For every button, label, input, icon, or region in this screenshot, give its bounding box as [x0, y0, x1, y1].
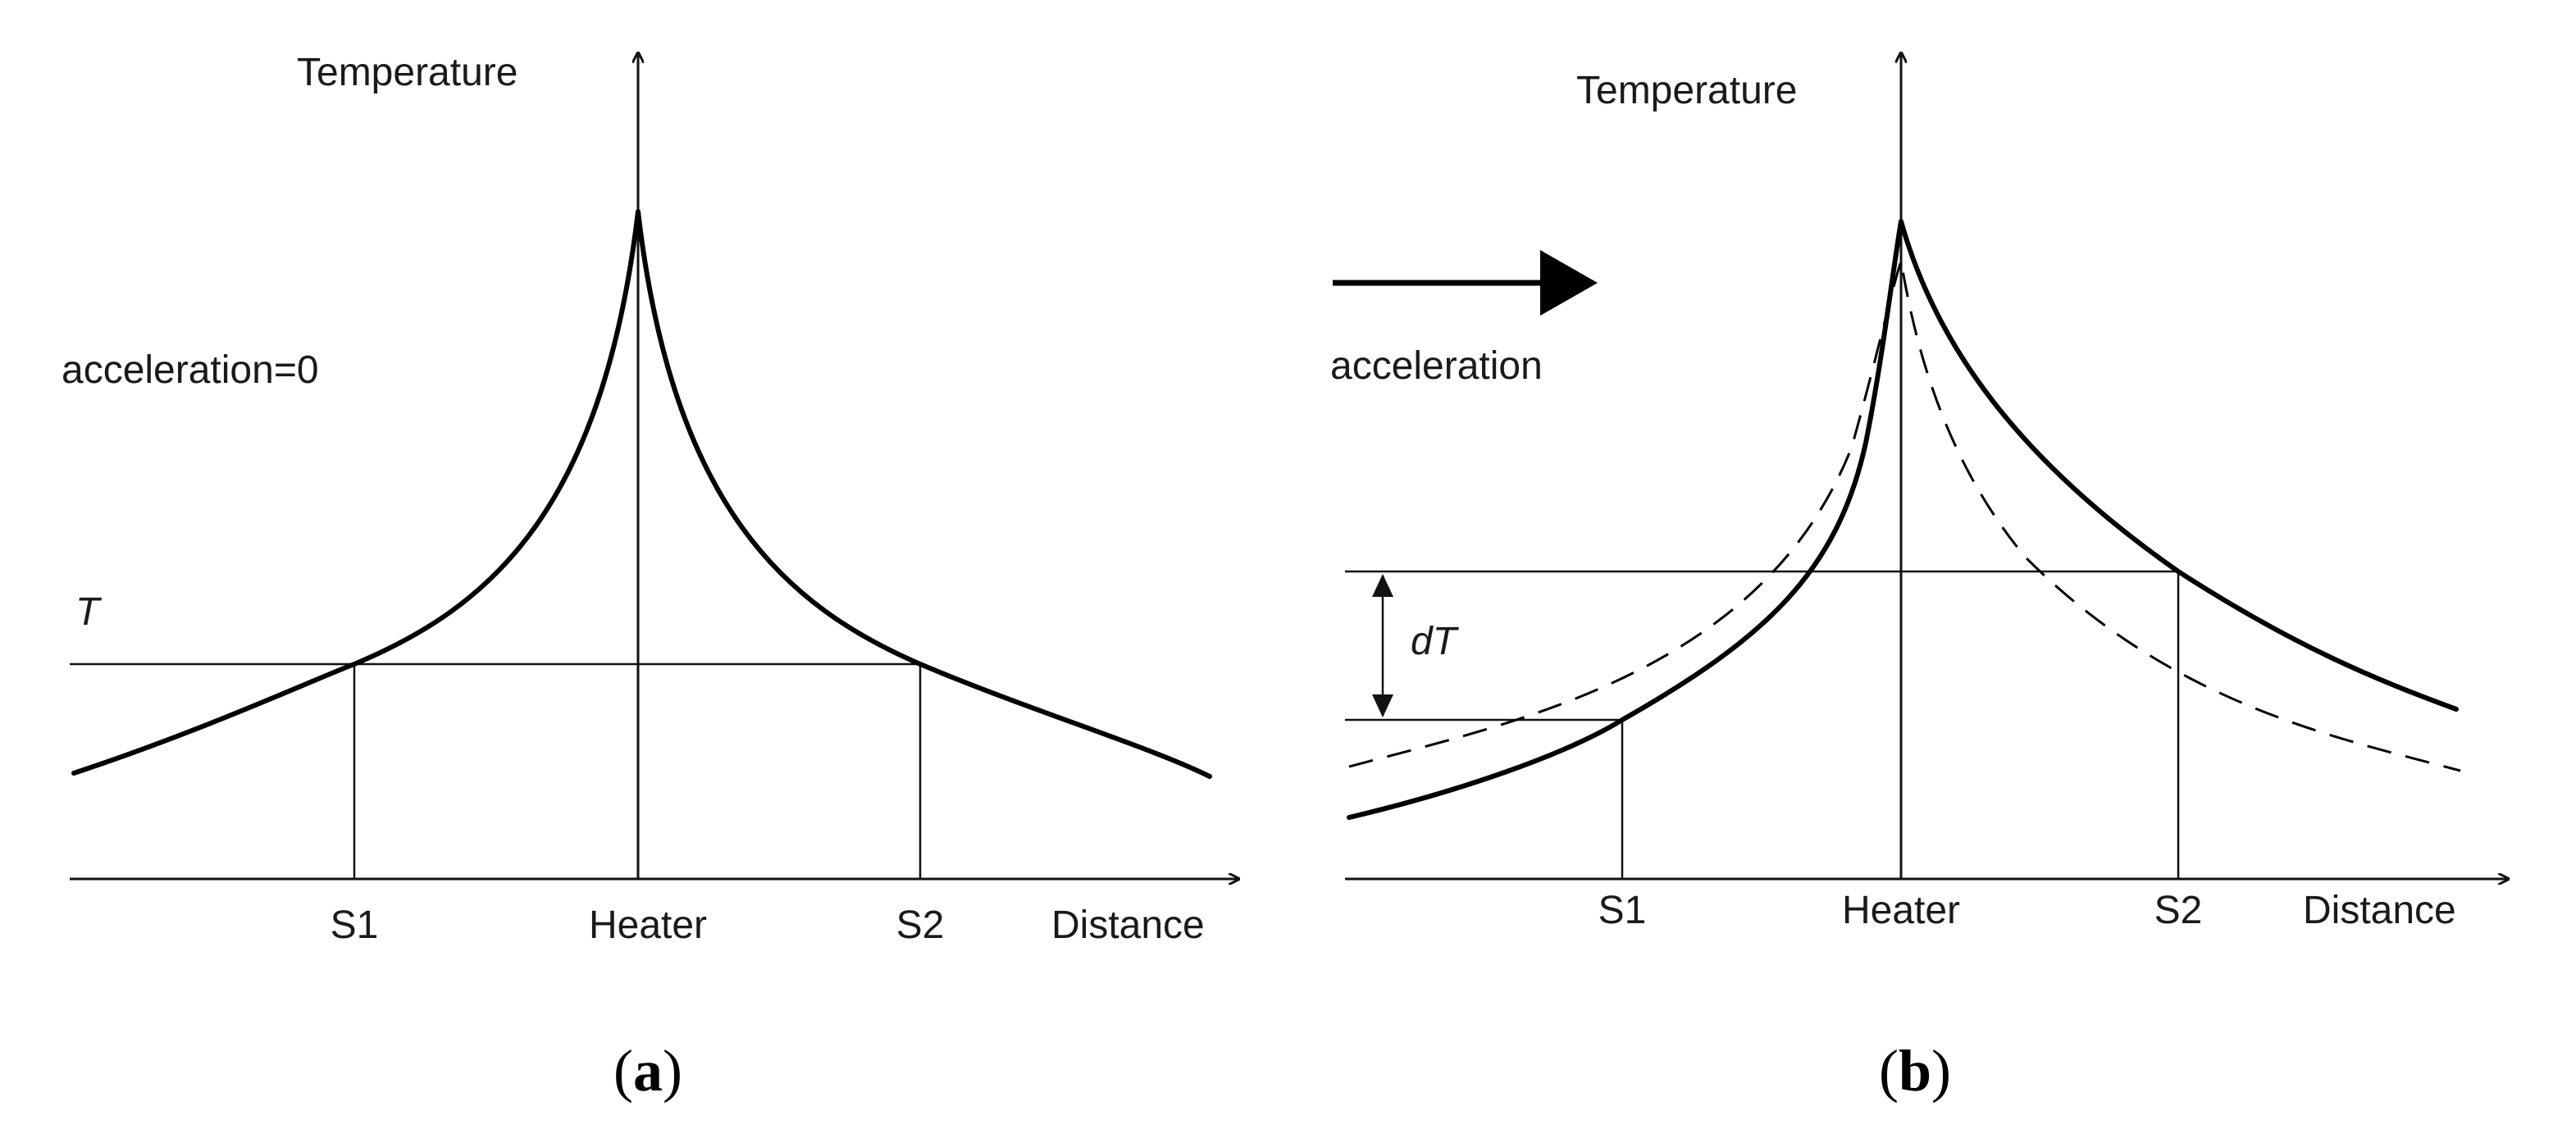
panel-a-tick-s1: S1 — [331, 904, 379, 947]
panel-b-dt-arrow-bottom — [1372, 694, 1393, 717]
panel-a-threshold-label: T — [75, 590, 103, 634]
panel-b: Temperature acceleration dT S1 Heater S2… — [1330, 53, 2508, 1104]
panel-a-caption: (a) — [613, 1038, 682, 1104]
panel-b-tick-heater: Heater — [1842, 889, 1960, 932]
panel-a-x-axis-label: Distance — [1051, 904, 1205, 947]
panel-a-temperature-curve — [71, 209, 1212, 779]
panel-a: Temperature acceleration=0 T S1 Heater S… — [62, 51, 1238, 1104]
panel-b-y-axis-label: Temperature — [1576, 69, 1797, 112]
panel-b-condition-label: acceleration — [1330, 344, 1543, 388]
panel-b-reference-curve-dashed — [1348, 260, 2461, 772]
panel-b-x-axis-label: Distance — [2303, 889, 2456, 932]
panel-a-tick-heater: Heater — [589, 904, 707, 947]
panel-a-tick-s2: S2 — [896, 904, 945, 947]
panel-b-delta-label: dT — [1411, 620, 1460, 663]
panel-a-y-axis-label: Temperature — [297, 51, 517, 94]
panel-b-tick-s1: S1 — [1598, 889, 1647, 932]
panel-b-dt-arrow-top — [1372, 574, 1393, 597]
panel-b-caption: (b) — [1879, 1038, 1951, 1104]
panel-b-temperature-curve — [1347, 219, 2459, 820]
panel-b-acceleration-arrow-head — [1540, 250, 1598, 316]
panel-b-tick-s2: S2 — [2154, 889, 2203, 932]
panel-a-condition-label: acceleration=0 — [62, 348, 319, 392]
